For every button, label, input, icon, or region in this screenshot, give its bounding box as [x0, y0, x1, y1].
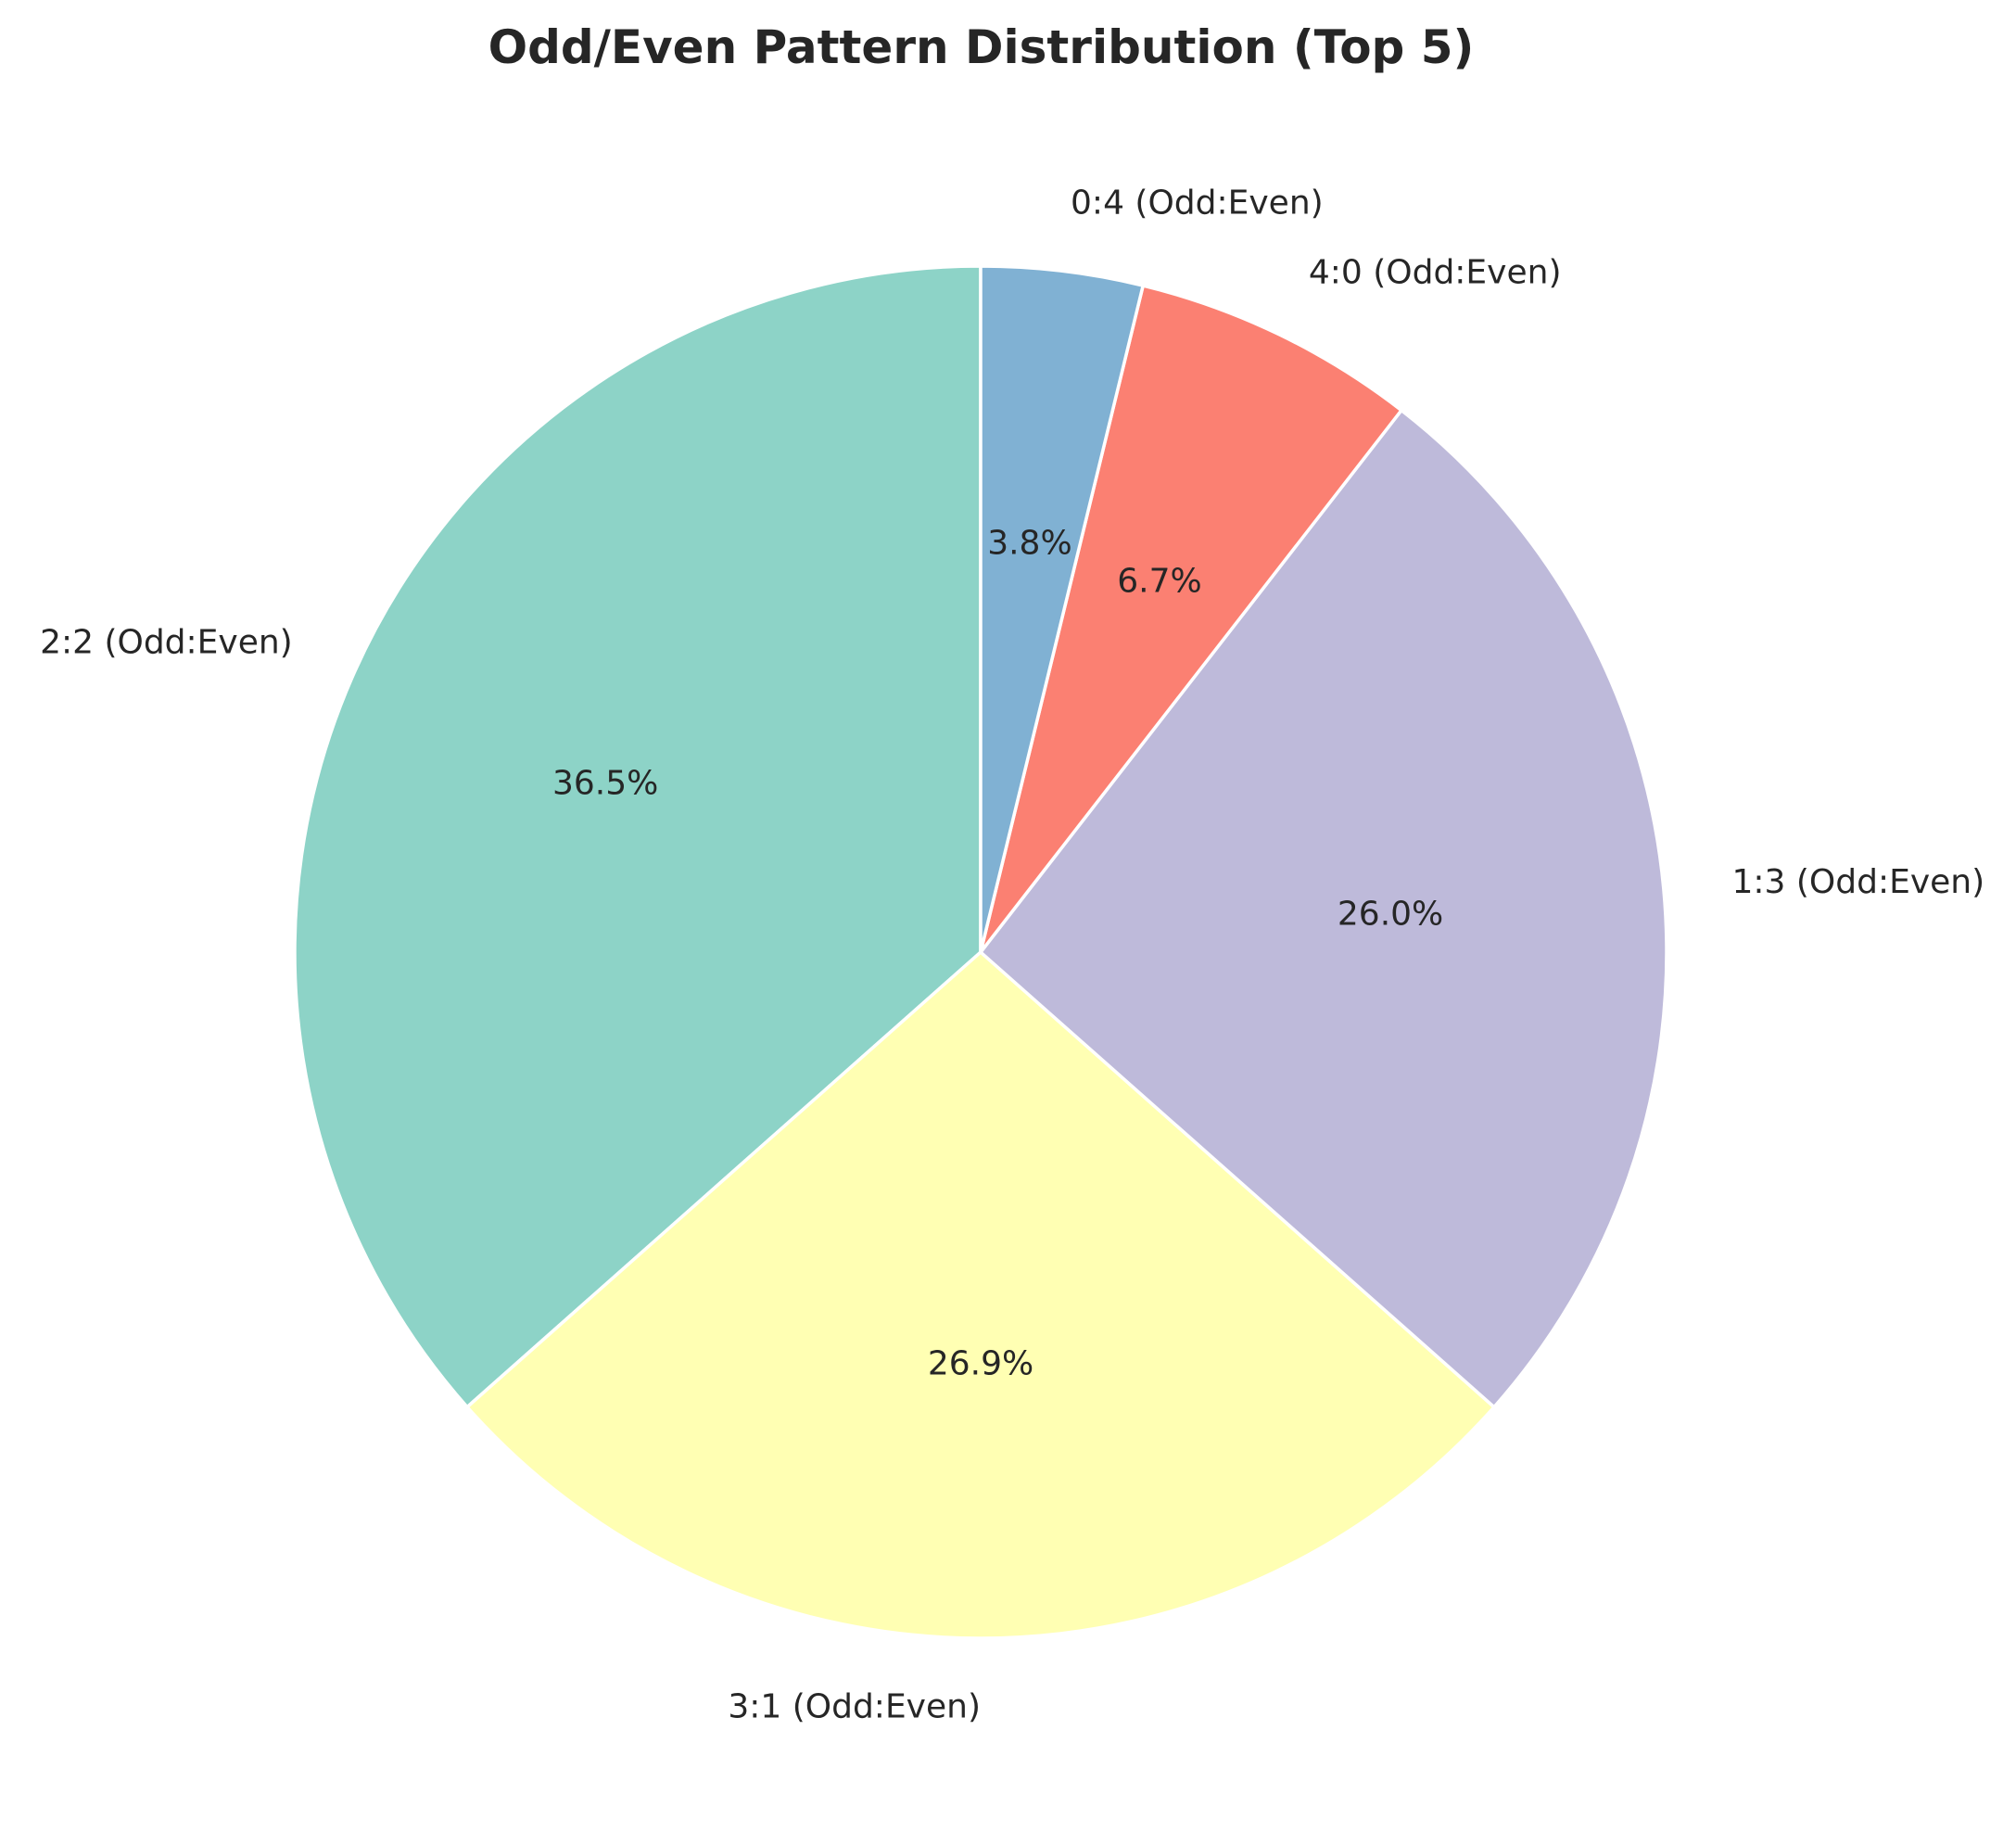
percentage-labels: 36.5% 26.9% 26.0% 6.7% 3.8% [552, 525, 1443, 1383]
pct-label: 26.9% [928, 1345, 1033, 1383]
chart-title: Odd/Even Pattern Distribution (Top 5) [488, 20, 1475, 74]
category-label: 1:3 (Odd:Even) [1731, 863, 1984, 901]
category-label: 3:1 (Odd:Even) [728, 1688, 981, 1726]
pie-slice-0-4 [979, 264, 1145, 954]
pie-slice-1-3 [979, 408, 1668, 1409]
pct-label: 26.0% [1338, 895, 1443, 933]
pie-slices [293, 264, 1668, 1640]
category-label: 4:0 (Odd:Even) [1309, 253, 1562, 291]
pct-label: 6.7% [1117, 563, 1201, 601]
category-label: 2:2 (Odd:Even) [40, 623, 293, 661]
pie-slice-3-1 [465, 950, 1496, 1640]
pct-label: 3.8% [987, 525, 1071, 563]
pie-slice-2-2 [293, 264, 983, 1409]
category-labels: 2:2 (Odd:Even) 3:1 (Odd:Even) 1:3 (Odd:Eve… [40, 184, 1984, 1725]
category-label: 0:4 (Odd:Even) [1071, 184, 1324, 222]
pie-slice-4-0 [979, 284, 1403, 954]
pct-label: 36.5% [552, 764, 658, 802]
